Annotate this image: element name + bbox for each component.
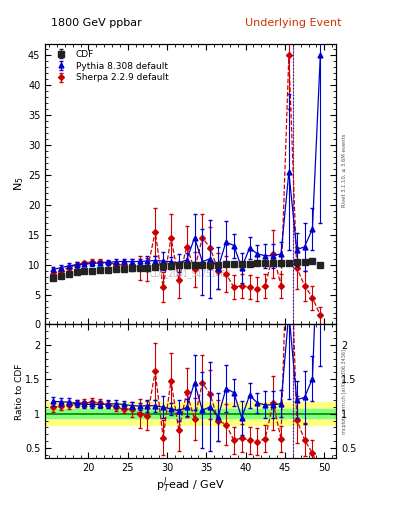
Text: CDF_2001_S4751469: CDF_2001_S4751469 [150,269,231,279]
Text: Underlying Event: Underlying Event [245,18,342,28]
Text: mcplots.cern.ch [arXiv:1306.3436]: mcplots.cern.ch [arXiv:1306.3436] [342,349,347,434]
Y-axis label: N$_5$: N$_5$ [13,177,26,191]
Bar [45,409,336,418]
X-axis label: p$_T^{l}$ead / GeV: p$_T^{l}$ead / GeV [156,476,225,496]
Y-axis label: Ratio to CDF: Ratio to CDF [15,363,24,419]
Text: 1800 GeV ppbar: 1800 GeV ppbar [51,18,142,28]
Text: Rivet 3.1.10, ≥ 3.6M events: Rivet 3.1.10, ≥ 3.6M events [342,133,347,207]
Legend: CDF, Pythia 8.308 default, Sherpa 2.2.9 default: CDF, Pythia 8.308 default, Sherpa 2.2.9 … [50,48,171,84]
Bar [45,402,336,425]
